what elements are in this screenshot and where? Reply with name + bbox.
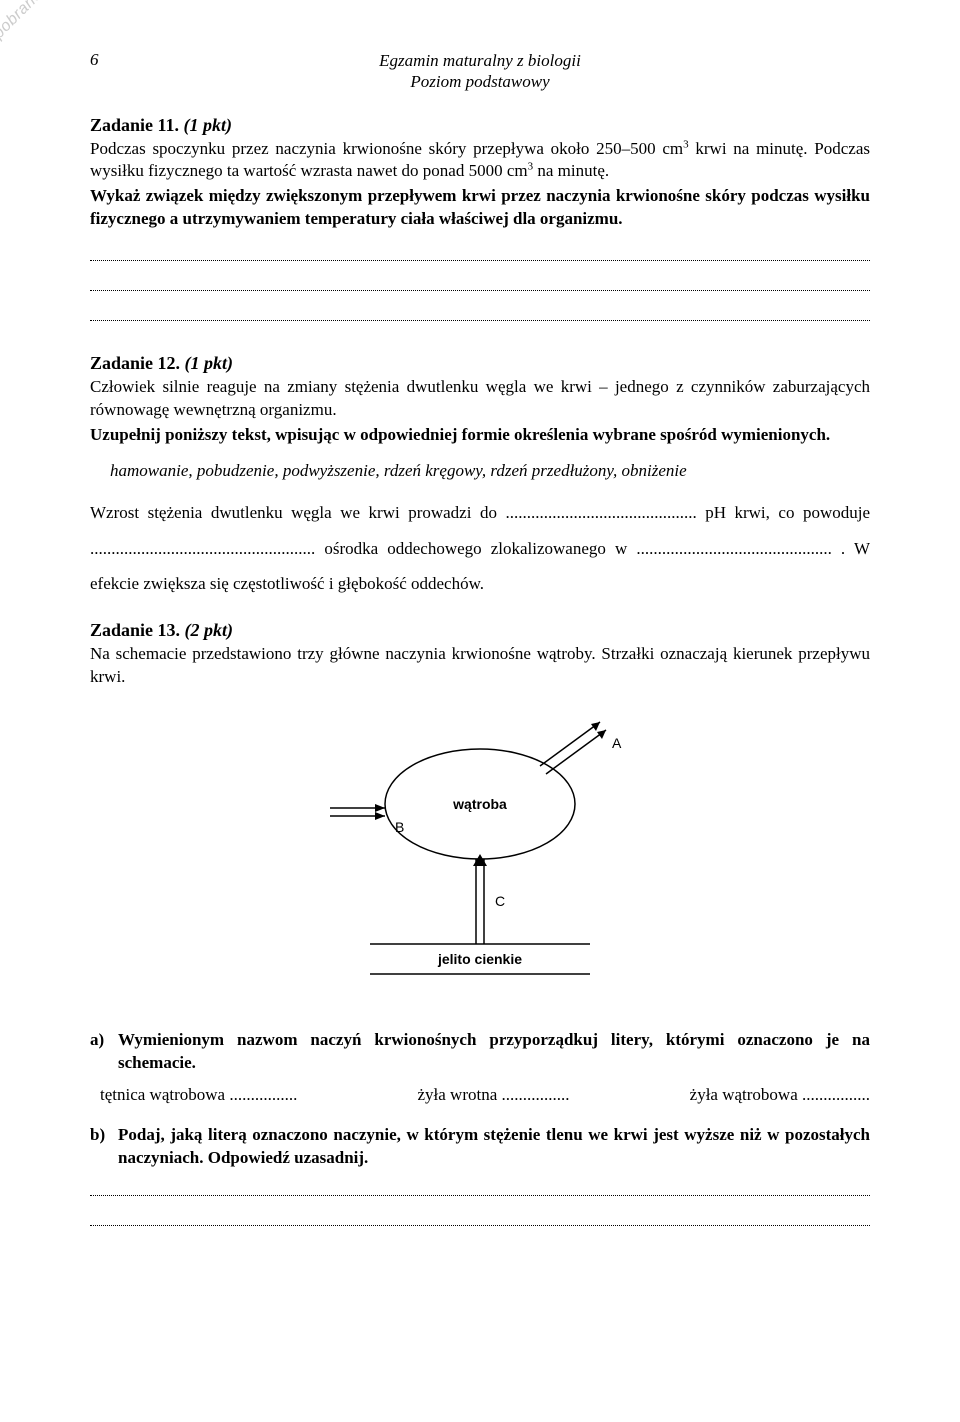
task12-points: (1 pkt) — [185, 353, 234, 373]
vessel3: żyła wątrobowa ................ — [690, 1081, 870, 1108]
page-number: 6 — [90, 50, 99, 70]
sub-body-b: Podaj, jaką literą oznaczono naczynie, w… — [118, 1124, 870, 1170]
vessel-answers[interactable]: tętnica wątrobowa ................ żyła … — [100, 1081, 870, 1108]
task13-b: b) Podaj, jaką literą oznaczono naczynie… — [90, 1124, 870, 1170]
header-subtitle: Poziom podstawowy — [90, 71, 870, 92]
task11-body: Podczas spoczynku przez naczynia krwiono… — [90, 138, 870, 184]
task12-fill: Wzrost stężenia dwutlenku węgla we krwi … — [90, 495, 870, 602]
answer-line[interactable] — [90, 277, 870, 291]
task12-title: Zadanie 12. (1 pkt) — [90, 353, 870, 374]
task13-a: a) Wymienionym nazwom naczyń krwionośnyc… — [90, 1029, 870, 1075]
header-title: Egzamin maturalny z biologii — [90, 50, 870, 71]
task13-title: Zadanie 13. (2 pkt) — [90, 620, 870, 641]
header-center: Egzamin maturalny z biologii Poziom pods… — [90, 50, 870, 93]
task12-command: Uzupełnij poniższy tekst, wpisując w odp… — [90, 424, 870, 447]
page-header: 6 Egzamin maturalny z biologii Poziom po… — [90, 50, 870, 93]
intestine-label: jelito cienkie — [437, 951, 522, 967]
task11-label: Zadanie 11. — [90, 115, 179, 135]
task13-label: Zadanie 13. — [90, 620, 180, 640]
task13-intro: Na schemacie przedstawiono trzy główne n… — [90, 643, 870, 689]
watermark: pobrano z www.sqlmedia.pl — [0, 0, 149, 43]
task13-points: (2 pkt) — [185, 620, 234, 640]
organ-label: wątroba — [452, 796, 507, 812]
task12-label: Zadanie 12. — [90, 353, 180, 373]
vessel1: tętnica wątrobowa ................ — [100, 1081, 297, 1108]
answer-line[interactable] — [90, 1212, 870, 1226]
label-b: B — [395, 819, 404, 835]
sub-letter-b: b) — [90, 1124, 118, 1170]
task12-options: hamowanie, pobudzenie, podwyższenie, rdz… — [90, 461, 870, 481]
answer-line[interactable] — [90, 1182, 870, 1196]
answer-line[interactable] — [90, 247, 870, 261]
vessel2: żyła wrotna ................ — [417, 1081, 569, 1108]
label-a: A — [612, 735, 622, 751]
sub-body-a: Wymienionym nazwom naczyń krwionośnych p… — [118, 1029, 870, 1075]
fill-a: Wzrost stężenia dwutlenku węgla we krwi … — [90, 503, 505, 522]
label-c: C — [495, 893, 505, 909]
answer-line[interactable] — [90, 307, 870, 321]
task11-title: Zadanie 11. (1 pkt) — [90, 115, 870, 136]
sub-letter-a: a) — [90, 1029, 118, 1075]
task11-p1c: na minutę. — [533, 161, 609, 180]
fill-c: ośrodka oddechowego zlokalizowanego w — [315, 539, 636, 558]
task11-p1a: Podczas spoczynku przez naczynia krwiono… — [90, 139, 683, 158]
fill-b: pH krwi, co powoduje — [697, 503, 870, 522]
task11-points: (1 pkt) — [184, 115, 233, 135]
liver-diagram: wątroba A B C jelito cienkie — [90, 714, 870, 999]
task11-command: Wykaż związek między zwiększonym przepły… — [90, 185, 870, 231]
task12-intro: Człowiek silnie reaguje na zmiany stężen… — [90, 376, 870, 422]
task13-sublist: a) Wymienionym nazwom naczyń krwionośnyc… — [90, 1029, 870, 1170]
